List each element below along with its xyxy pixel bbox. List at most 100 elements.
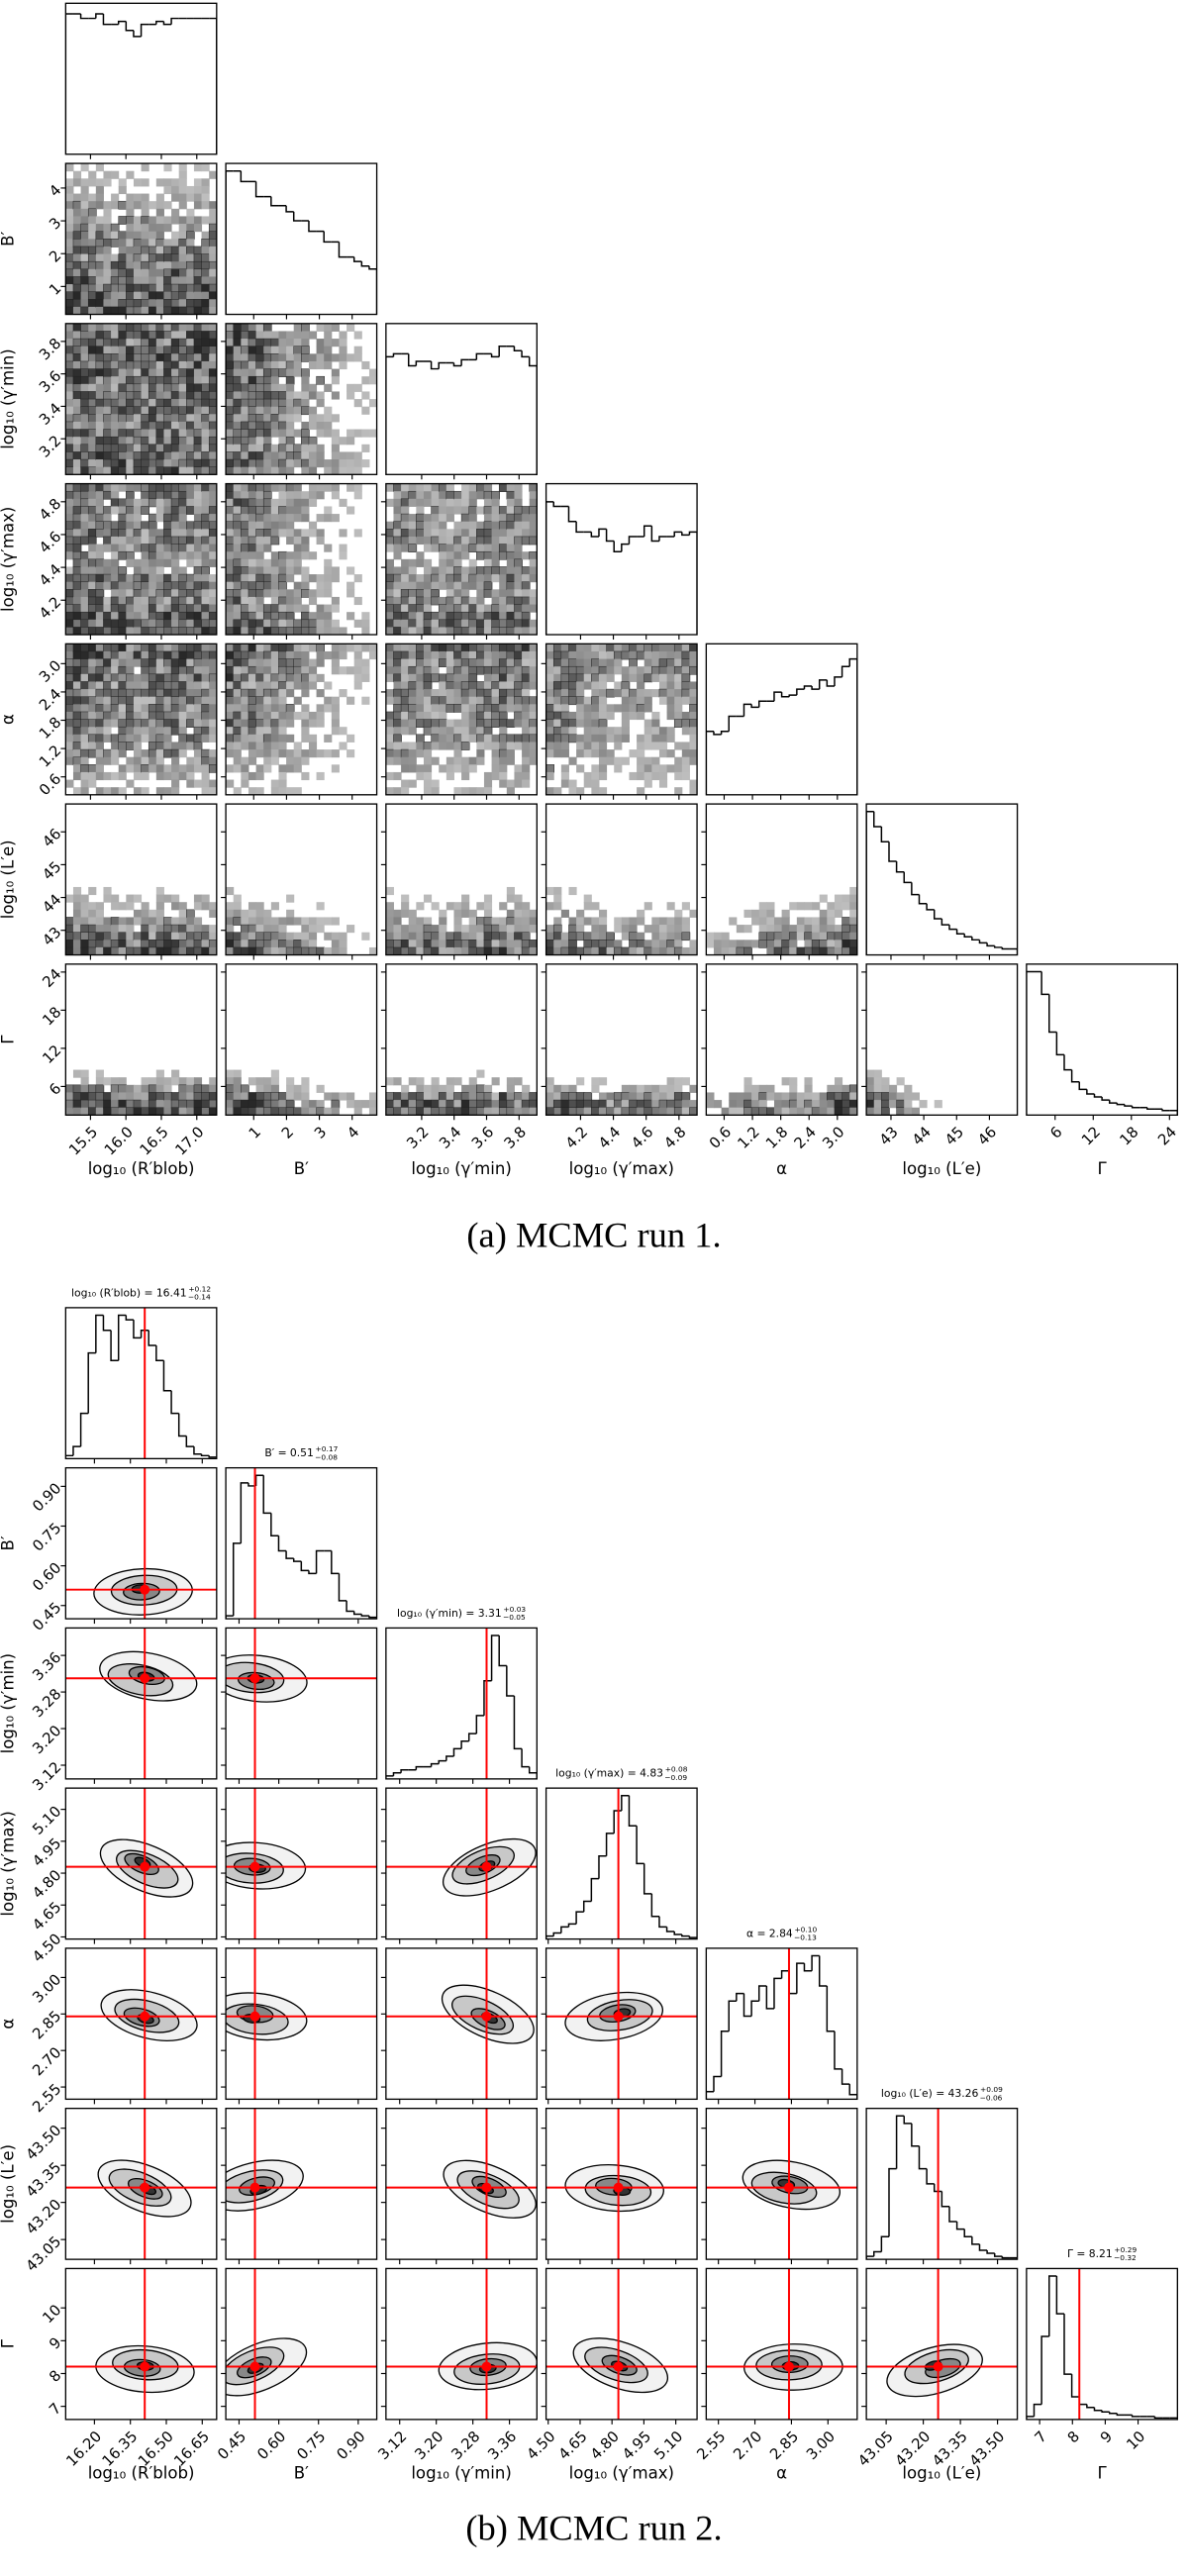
density-cell <box>308 360 318 370</box>
density-cell <box>95 491 104 500</box>
density-cell <box>193 444 203 453</box>
density-cell <box>278 925 287 934</box>
density-cell <box>118 673 127 682</box>
density-cell <box>263 644 272 652</box>
density-cell <box>110 619 120 629</box>
density-cell <box>95 771 104 781</box>
hist-bin <box>780 692 790 698</box>
density-cell <box>126 483 135 492</box>
panel-frame <box>64 482 218 636</box>
density-cell <box>201 346 210 355</box>
density-cell <box>178 421 187 431</box>
density-cell <box>286 558 295 567</box>
density-cell <box>133 498 143 507</box>
density-cell <box>423 719 433 728</box>
density-cell <box>506 673 515 682</box>
density-cell <box>193 283 203 293</box>
density-cell <box>201 558 210 567</box>
density-cell <box>263 749 272 758</box>
density-cell <box>118 734 128 743</box>
density-cell <box>263 589 272 598</box>
density-cell <box>88 544 97 552</box>
density-cell <box>233 1099 243 1109</box>
density-cell <box>476 932 485 941</box>
density-cell <box>209 253 217 262</box>
density-cell <box>545 764 554 773</box>
density-cell <box>674 909 683 918</box>
density-cell <box>72 696 82 706</box>
density-cell <box>393 619 402 628</box>
density-cell <box>111 574 120 583</box>
density-cell <box>789 1077 798 1086</box>
density-cell <box>193 734 203 743</box>
density-cell <box>423 704 433 713</box>
density-cell <box>431 566 440 575</box>
density-cell <box>133 589 143 598</box>
density-cell <box>141 260 149 270</box>
density-cell <box>598 946 608 955</box>
density-cell <box>201 696 210 705</box>
density-cell <box>186 521 195 531</box>
density-cell <box>468 558 477 567</box>
density-cell <box>193 902 203 911</box>
density-cell <box>233 940 243 948</box>
density-cell <box>743 925 752 934</box>
density-cell <box>461 909 470 918</box>
density-cell <box>583 1099 593 1109</box>
panel-frame <box>225 323 378 475</box>
density-cell <box>476 688 485 698</box>
density-cell <box>658 734 668 743</box>
density-cell <box>148 353 157 362</box>
density-cell <box>72 756 82 766</box>
density-cell <box>248 749 257 758</box>
density-cell <box>301 551 310 560</box>
density-cell <box>431 779 440 788</box>
density-cell <box>255 704 264 713</box>
density-cell <box>133 436 143 446</box>
hist-bin <box>841 665 850 677</box>
density-cell <box>293 1084 302 1093</box>
density-cell <box>483 490 493 500</box>
density-cell <box>263 925 272 934</box>
density-cell <box>339 644 347 652</box>
hist-bin <box>1101 1097 1110 1101</box>
density-cell <box>95 1107 104 1116</box>
density-cell <box>446 1092 454 1101</box>
density-cell <box>491 1107 500 1116</box>
density-cell <box>278 779 287 788</box>
density-cell <box>651 1100 660 1109</box>
density-cell <box>514 688 523 698</box>
density-cell <box>568 917 577 926</box>
density-cell <box>529 909 538 918</box>
density-cell <box>110 406 120 416</box>
density-cell <box>431 589 440 598</box>
density-cell <box>87 1099 97 1109</box>
density-cell <box>233 612 242 621</box>
density-cell <box>241 566 249 575</box>
density-cell <box>529 681 538 690</box>
density-cell <box>95 551 104 560</box>
density-cell <box>468 756 477 765</box>
density-cell <box>141 231 149 240</box>
density-cell <box>201 529 210 538</box>
density-cell <box>483 658 493 667</box>
hist-bin <box>911 882 920 896</box>
density-cell <box>201 1099 210 1109</box>
density-cell <box>904 1100 913 1109</box>
density-cell <box>255 338 264 347</box>
density-cell <box>248 771 257 781</box>
density-cell <box>361 696 370 705</box>
density-cell <box>681 673 691 683</box>
density-cell <box>87 611 97 621</box>
density-cell <box>293 619 303 629</box>
density-cell <box>666 689 675 698</box>
density-cell <box>201 551 210 560</box>
density-cell <box>285 665 295 675</box>
density-cell <box>461 604 470 613</box>
density-cell <box>193 719 203 728</box>
density-cell <box>446 1107 455 1116</box>
density-cell <box>208 1092 217 1101</box>
density-cell <box>248 466 257 475</box>
density-cell <box>316 346 325 354</box>
density-cell <box>529 917 538 926</box>
